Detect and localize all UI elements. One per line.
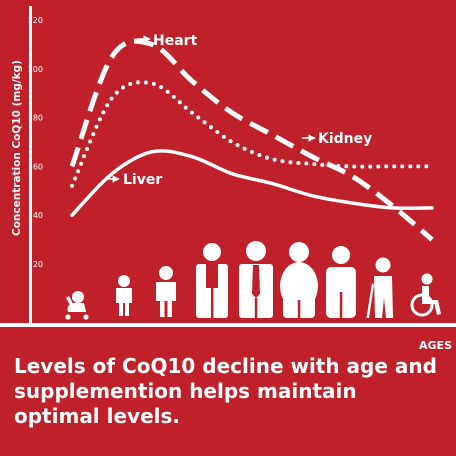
series-line-kidney [70,80,434,188]
adult-icon [280,242,318,318]
toddler-icon [116,275,132,316]
teen-icon [196,243,228,318]
wheelchair-user-icon [410,273,441,317]
young-adult-icon [239,241,273,318]
caption-text: Levels of CoQ10 decline with age and sup… [14,354,437,428]
y-tick-label: 60 [33,162,43,171]
infant-stroller-icon [65,291,89,320]
y-tick-label: 100 [28,65,43,74]
x-axis-title: AGES [419,339,452,352]
series-line-heart [69,38,434,242]
series-line-liver [70,149,434,217]
series-label-liver: Liver [123,172,162,188]
y-axis-title: Concentration CoQ10 (mg/kg) [11,60,23,236]
y-tick-label: 20 [33,260,43,269]
y-tick-label: 40 [33,211,43,220]
middle-aged-icon [326,246,356,318]
child-icon [156,266,176,317]
y-tick-label: 120 [28,16,43,25]
y-tick-label: 80 [33,114,43,123]
series-label-kidney: Kidney [318,131,372,147]
series-label-heart: Heart [153,33,198,49]
older-adult-cane-icon [366,257,393,318]
